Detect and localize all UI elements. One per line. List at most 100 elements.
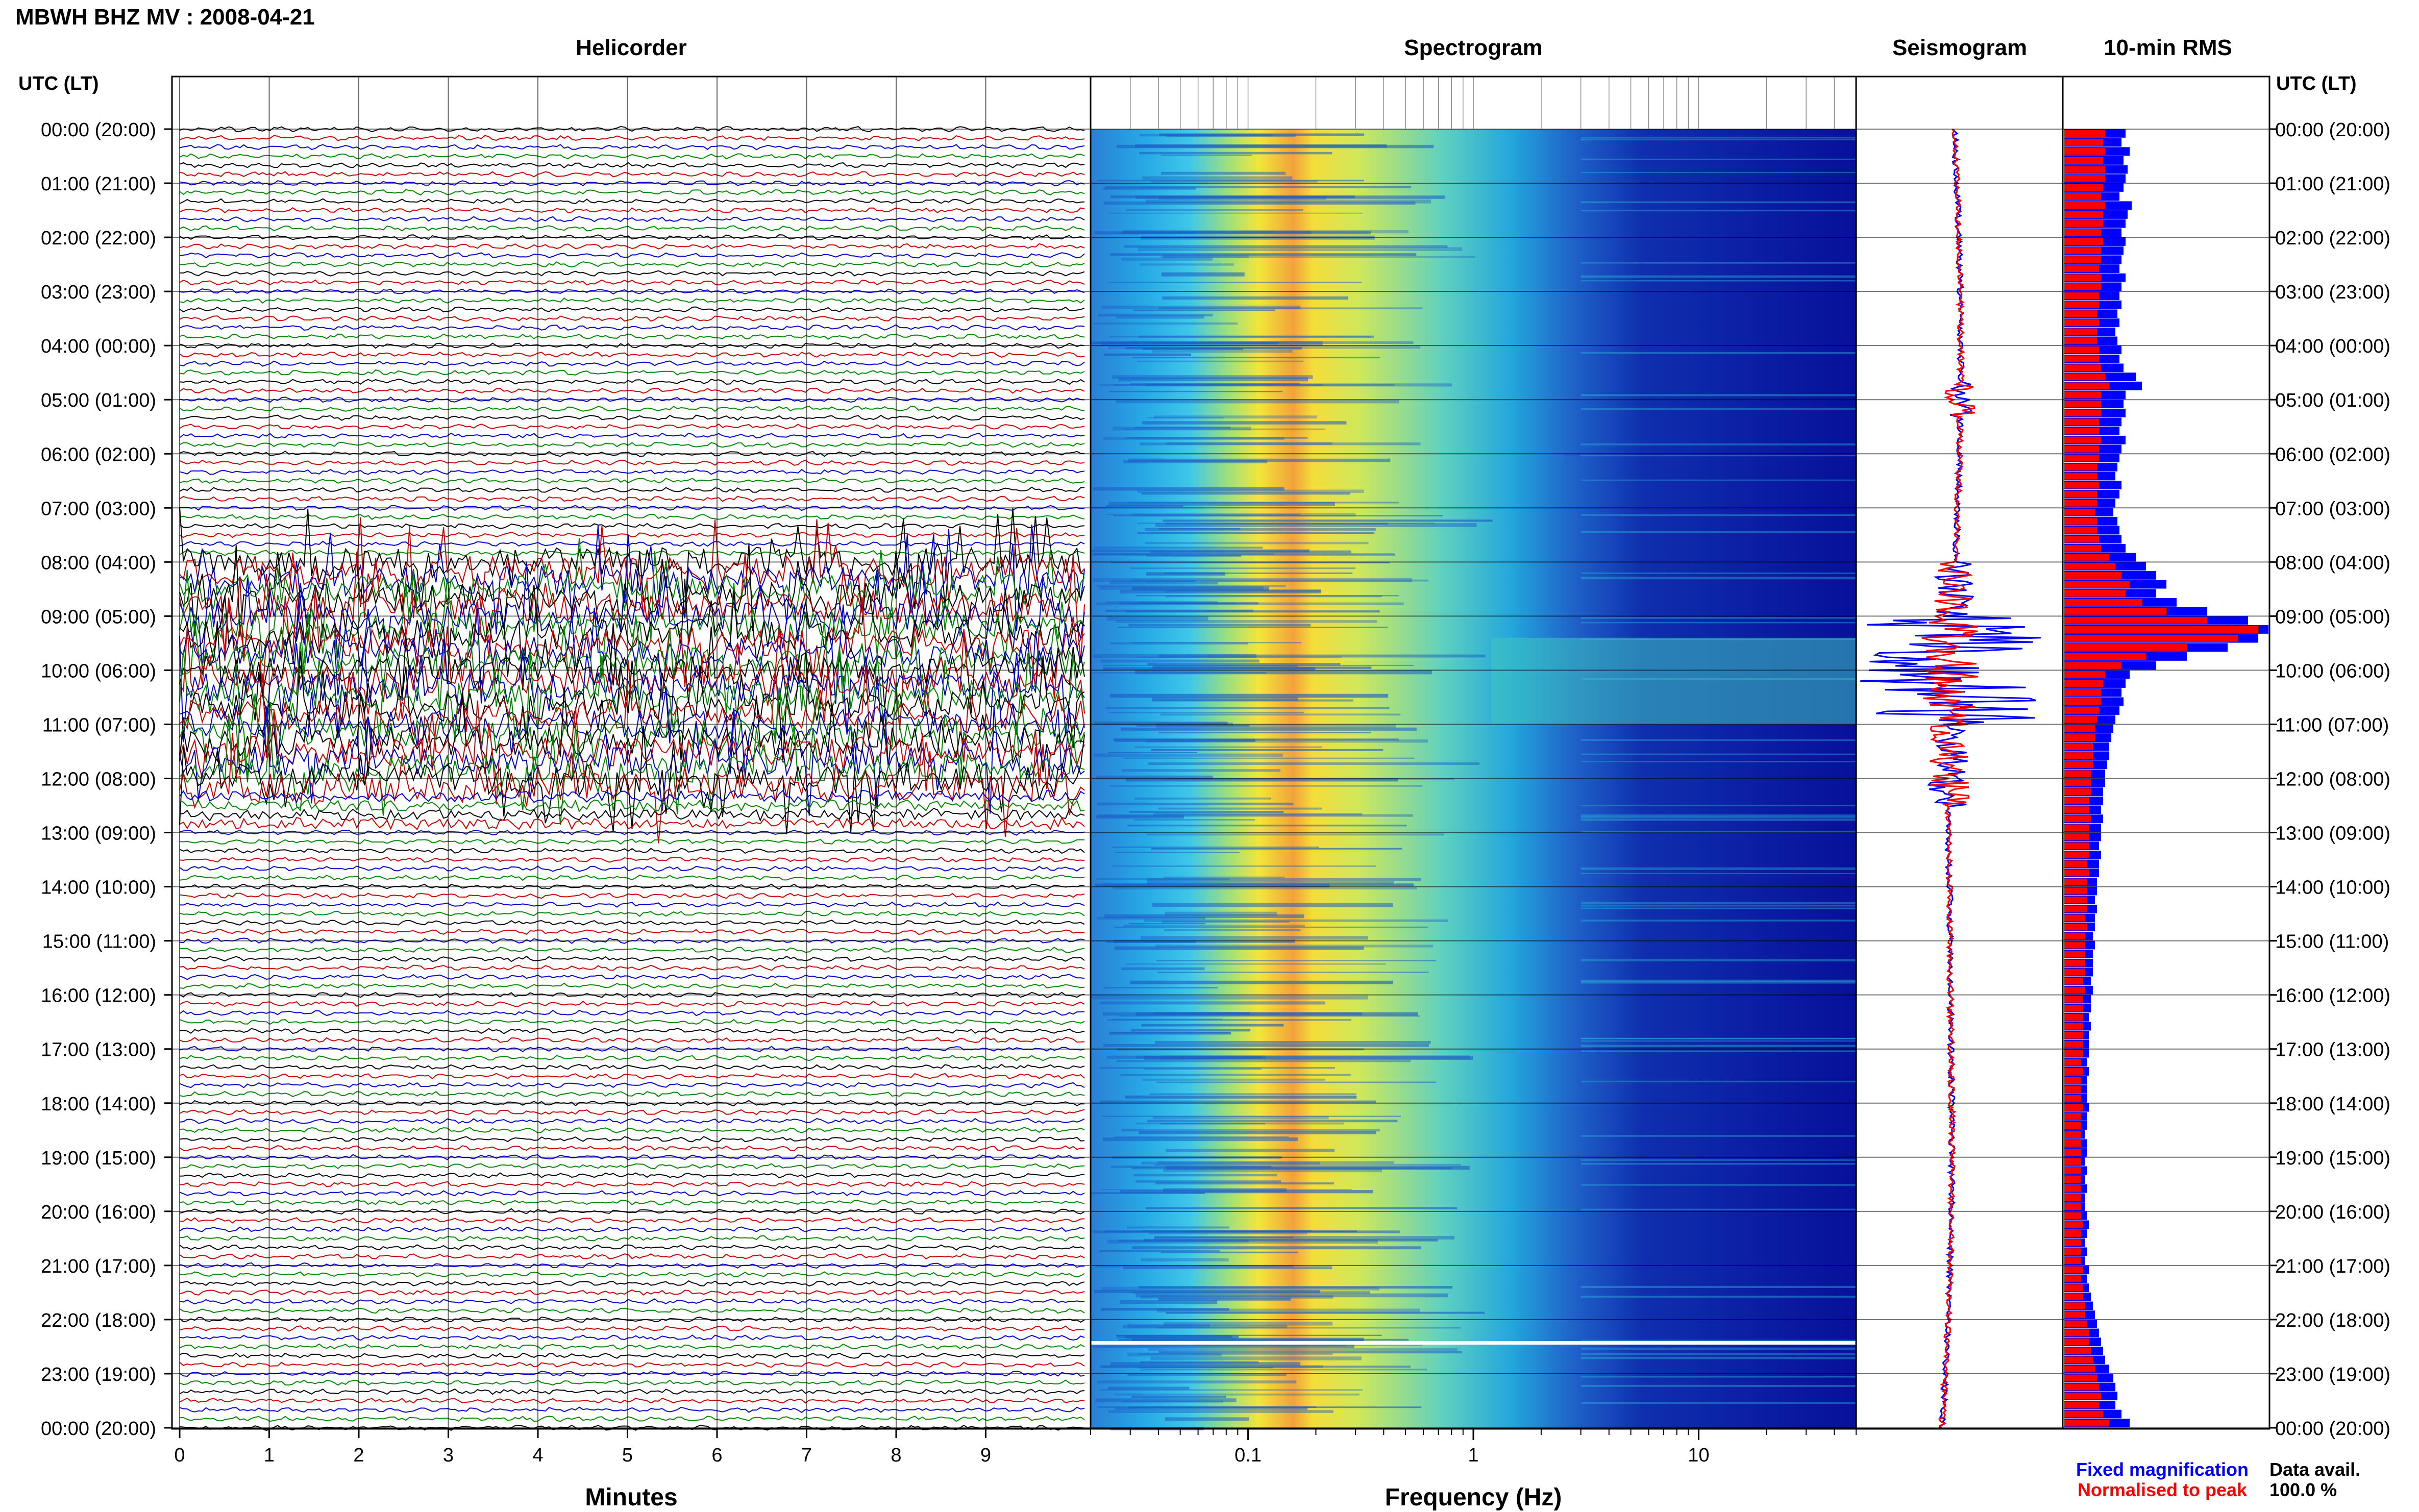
frequency-tick-label: 10 xyxy=(1688,1445,1709,1466)
helicorder-trace xyxy=(179,523,1085,529)
spectrogram-line xyxy=(1581,1135,1856,1137)
helicorder-trace xyxy=(179,207,1085,214)
rms-bar-normalised xyxy=(2064,1194,2081,1201)
helicorder-trace xyxy=(179,651,1085,762)
helicorder-trace xyxy=(179,1172,1085,1179)
helicorder-trace xyxy=(179,423,1085,430)
spectrogram-stripe xyxy=(1097,802,1294,806)
spectrogram-stripe xyxy=(1148,762,1480,765)
rms-bar-normalised xyxy=(2064,157,2103,164)
spectrogram-stripe xyxy=(1134,819,1255,821)
spectrogram-line xyxy=(1581,1040,1856,1042)
spectrogram-stripe xyxy=(1138,1367,1273,1369)
spectrogram-stripe xyxy=(1104,353,1191,356)
spectrogram-panel xyxy=(1091,129,1856,1431)
spectrogram-stripe xyxy=(1158,307,1422,310)
helicorder-trace xyxy=(179,1181,1085,1187)
frequency-axis-label: Frequency (Hz) xyxy=(1385,1484,1562,1511)
time-label-left: 10:00 (06:00) xyxy=(41,660,156,682)
spectrogram-stripe xyxy=(1165,522,1388,525)
spectrogram-stripe xyxy=(1136,1180,1281,1183)
spectrogram-stripe xyxy=(1099,384,1395,386)
spectrogram-stripe xyxy=(1151,697,1298,701)
spectrogram-stripe xyxy=(1094,547,1263,549)
time-label-left: 12:00 (08:00) xyxy=(41,769,156,790)
rms-bar-normalised xyxy=(2064,924,2087,931)
spectrogram-stripe xyxy=(1103,201,1416,205)
spectrogram-stripe xyxy=(1111,561,1390,564)
spectrogram-stripe xyxy=(1110,195,1355,199)
rms-bar-normalised xyxy=(2064,969,2085,976)
spectrogram-stripe xyxy=(1115,1393,1360,1396)
helicorder-trace xyxy=(180,270,1085,277)
spectrogram-stripe xyxy=(1094,722,1228,726)
spectrogram-stripe xyxy=(1165,1417,1249,1421)
spectrogram-stripe xyxy=(1100,1001,1325,1005)
rms-bar-normalised xyxy=(2064,256,2101,263)
spectrogram-stripe xyxy=(1144,919,1448,922)
spectrogram-stripe xyxy=(1165,589,1321,593)
time-label-left: 07:00 (03:00) xyxy=(41,498,156,519)
spectrogram-stripe xyxy=(1155,1182,1334,1185)
spectrogram-stripe xyxy=(1158,732,1371,734)
minute-tick-label: 7 xyxy=(801,1445,812,1466)
spectrogram-stripe xyxy=(1130,579,1429,582)
spectrogram-stripe xyxy=(1095,815,1184,819)
spectrogram-line xyxy=(1581,805,1856,806)
spectrogram-stripe xyxy=(1116,315,1204,319)
spectrogram-stripe xyxy=(1131,1029,1251,1032)
rms-bar-normalised xyxy=(2064,563,2115,570)
time-label-right: 00:00 (20:00) xyxy=(2275,1418,2390,1440)
spectrogram-stripe xyxy=(1130,980,1394,984)
spectrogram-stripe xyxy=(1122,1325,1288,1329)
spectrogram-stripe xyxy=(1154,1163,1461,1166)
spectrogram-stripe xyxy=(1136,725,1250,727)
spectrogram-stripe xyxy=(1146,383,1452,387)
rms-bar-normalised xyxy=(2064,644,2187,651)
spectrogram-stripe xyxy=(1105,505,1183,507)
rms-bar-normalised xyxy=(2064,517,2097,525)
helicorder-trace xyxy=(179,1343,1085,1350)
helicorder-trace xyxy=(179,162,1085,168)
rms-bar-normalised xyxy=(2064,951,2085,958)
time-labels-right: 00:00 (20:00) 01:00 (21:00) 02:00 (22:00) 0… xyxy=(2275,119,2390,1440)
rms-bar-normalised xyxy=(2064,391,2101,399)
spectrogram-stripe xyxy=(1128,458,1391,462)
rms-bar-normalised xyxy=(2064,734,2095,741)
spectrogram-line xyxy=(1581,158,1856,160)
spectrogram-line xyxy=(1581,137,1856,139)
spectrogram-stripe xyxy=(1164,929,1301,931)
spectrogram-stripe xyxy=(1113,887,1417,889)
spectrogram-stripe xyxy=(1139,335,1374,338)
time-label-right: 09:00 (05:00) xyxy=(2275,606,2390,628)
rms-bar-normalised xyxy=(2064,1257,2081,1265)
helicorder-trace xyxy=(179,1397,1085,1404)
minute-grid xyxy=(179,77,986,1438)
spectrogram-stripe xyxy=(1163,1168,1383,1173)
spectrogram-line xyxy=(1581,1384,1856,1387)
rms-bar-normalised xyxy=(2064,418,2099,426)
spectrogram-line xyxy=(1581,479,1856,481)
rms-bar-normalised xyxy=(2064,1149,2081,1156)
spectrogram-stripe xyxy=(1116,144,1434,148)
spectrogram-line xyxy=(1581,1285,1856,1288)
spectrogram-stripe xyxy=(1127,1226,1230,1229)
spectrogram-stripe xyxy=(1136,1012,1418,1016)
spectrogram-line xyxy=(1581,572,1856,574)
spectrogram-stripe xyxy=(1109,390,1282,392)
spectrogram-stripe xyxy=(1128,624,1311,627)
helicorder-trace xyxy=(179,732,1085,844)
time-label-left: 00:00 (20:00) xyxy=(41,119,156,141)
spectrogram-stripe xyxy=(1152,903,1393,907)
spectrogram-stripe xyxy=(1156,724,1396,729)
spectrogram-stripe xyxy=(1145,199,1431,204)
spectrogram-stripe xyxy=(1113,384,1323,386)
helicorder-trace xyxy=(179,1289,1085,1296)
helicorder-trace xyxy=(179,189,1085,195)
time-label-left: 08:00 (04:00) xyxy=(41,552,156,574)
spectrogram-stripe xyxy=(1098,814,1413,817)
helicorder-trace xyxy=(179,1190,1085,1197)
rms-bar-normalised xyxy=(2064,1122,2081,1129)
time-label-right: 18:00 (14:00) xyxy=(2275,1094,2390,1115)
spectrogram-stripe xyxy=(1106,616,1208,621)
